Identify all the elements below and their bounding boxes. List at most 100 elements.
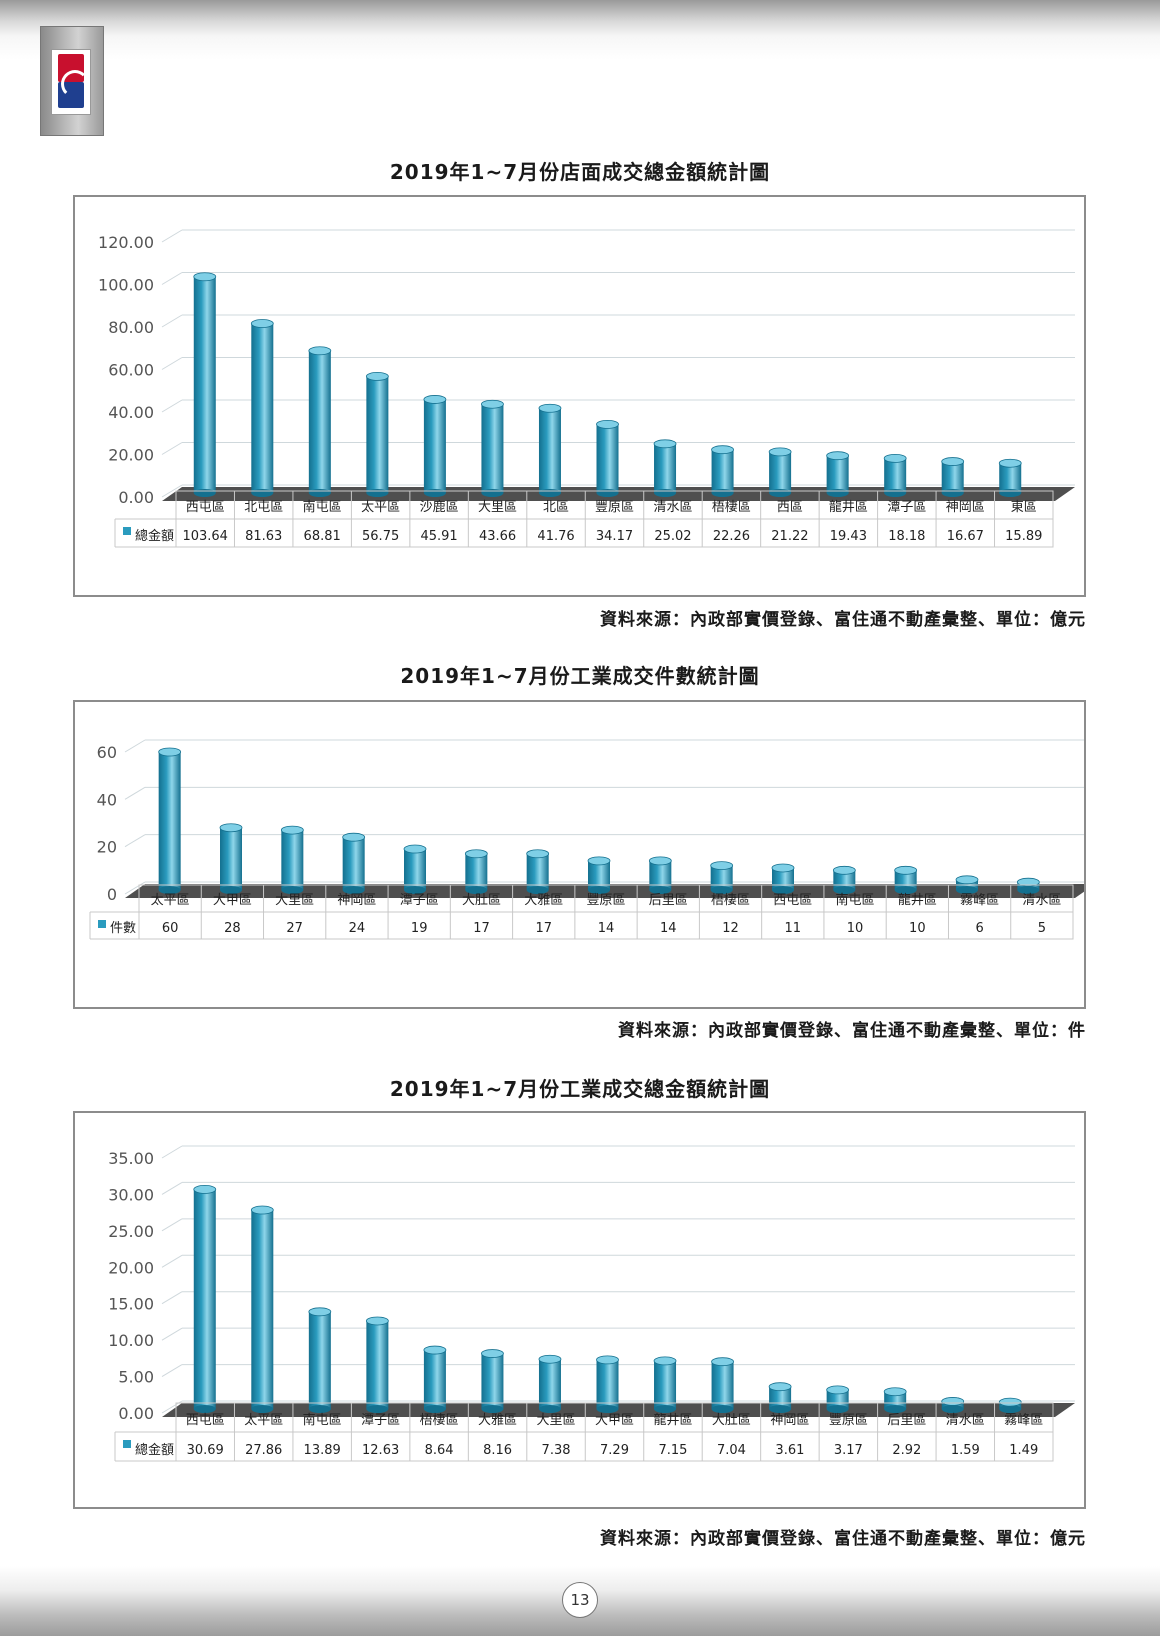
value-label: 14 [660,921,677,936]
y-tick-label: 20 [97,838,117,857]
x-category-label: 龍井區 [653,1412,692,1428]
value-label: 6 [975,921,983,936]
y-tick-label: 80.00 [108,318,154,337]
value-label: 2.92 [892,1443,921,1458]
x-category-label: 北區 [543,500,569,515]
x-category-label: 北屯區 [244,500,283,515]
value-label: 17 [473,921,490,936]
gridline-slant [161,314,183,328]
x-category-label: 太平區 [244,1413,283,1428]
value-label: 8.16 [483,1443,512,1458]
legend-key [123,1440,131,1448]
value-label: 30.69 [187,1443,224,1458]
x-category-label: 大肚區 [712,1413,751,1428]
x-category-label: 豐原區 [586,893,625,908]
y-tick-label: 40.00 [108,403,154,422]
y-tick-label: 60.00 [108,361,154,380]
x-category-label: 龍井區 [898,892,937,908]
value-label: 14 [598,921,615,936]
bar [710,861,734,894]
value-label: 1.59 [951,1443,980,1458]
x-category-label: 太平區 [151,893,190,908]
bar [342,832,366,894]
bar [423,1345,447,1413]
value-label: 12 [722,921,739,936]
x-category-label: 神岡區 [337,893,376,908]
y-tick-label: 0.00 [118,488,154,507]
chart-1-svg: 0.00 20.00 40.00 60.00 80.00 100.00 120.00 西屯區 北… [98,229,1075,548]
bar [481,399,504,497]
y-tick-label: 60 [97,743,117,762]
value-label: 81.63 [245,529,282,544]
value-label: 7.04 [717,1443,746,1458]
x-category-label: 大甲區 [213,893,252,908]
bar [158,747,182,894]
y-tick-label: 0.00 [118,1404,154,1423]
chart-2-source: 資料來源：內政部實價登錄、富住通不動產彙整、單位：件 [618,1021,1086,1041]
bar [711,445,734,497]
y-tick-label: 15.00 [108,1295,154,1314]
page-number: 13 [562,1582,598,1618]
x-category-label: 大雅區 [478,1413,517,1428]
y-tick-label: 35.00 [108,1149,154,1168]
gridline-slant [161,1327,183,1341]
data-table: 西屯區 太平區 南屯區 潭子區 梧棲區 大雅區 大里區 大甲區 龍井區 大肚區 神岡區 豐原區 后里區 清… [114,1402,1054,1462]
x-category-label: 東區 [1011,499,1037,515]
value-label: 3.17 [834,1443,863,1458]
x-category-label: 大里區 [478,500,517,515]
x-category-label: 潭子區 [400,893,439,908]
bar [653,1356,677,1413]
gridline-slant [161,1254,183,1268]
bar [826,451,850,497]
value-label: 19.43 [830,529,867,544]
legend-series-name: 件數 [110,921,136,936]
value-label: 16.67 [947,529,984,544]
x-category-label: 西屯區 [186,500,225,515]
value-label: 56.75 [362,529,399,544]
value-label: 28 [224,921,241,936]
bar [464,849,488,894]
bar [596,1355,619,1413]
value-label: 27.86 [245,1443,282,1458]
x-category-label: 大雅區 [524,893,563,908]
value-label: 103.64 [182,529,228,544]
x-category-label: 神岡區 [946,500,985,515]
x-category-label: 梧棲區 [711,893,750,908]
chart-1-source: 資料來源：內政部實價登錄、富住通不動產彙整、單位：億元 [600,610,1086,630]
legend-key [123,527,131,535]
bar [648,856,672,894]
x-category-label: 清水區 [946,1413,985,1428]
value-label: 7.15 [658,1443,687,1458]
bar [193,1185,217,1413]
x-category-label: 霧峰區 [1004,1413,1043,1428]
x-category-label: 后里區 [649,893,688,908]
x-category-label: 神岡區 [770,1413,809,1428]
chart-3-source: 資料來源：內政部實價登錄、富住通不動產彙整、單位：億元 [600,1529,1086,1549]
value-label: 13.89 [304,1443,341,1458]
bar [538,403,562,497]
bar [711,1357,734,1413]
value-label: 34.17 [596,529,633,544]
bar [883,453,907,497]
y-tick-label: 20.00 [108,1258,154,1277]
value-label: 19 [411,921,428,936]
legend-series-name: 總金額 [135,1442,174,1458]
bar [538,1354,562,1413]
y-tick-label: 20.00 [108,446,154,465]
header-band [0,0,1160,60]
bar [894,865,918,894]
x-category-label: 西區 [777,500,803,515]
bar [481,1349,504,1413]
x-category-label: 大肚區 [462,893,501,908]
gridline-slant [161,272,183,285]
y-tick-label: 120.00 [98,233,154,252]
value-label: 7.38 [542,1443,571,1458]
bar [403,844,427,894]
chart-3-title: 2019年1~7月份工業成交總金額統計圖 [389,1077,771,1101]
y-tick-label: 10.00 [108,1331,154,1350]
x-category-label: 沙鹿區 [420,499,459,515]
x-category-label: 梧棲區 [712,500,751,515]
bar [587,856,611,894]
bar [308,1307,332,1413]
x-category-label: 清水區 [653,500,692,515]
